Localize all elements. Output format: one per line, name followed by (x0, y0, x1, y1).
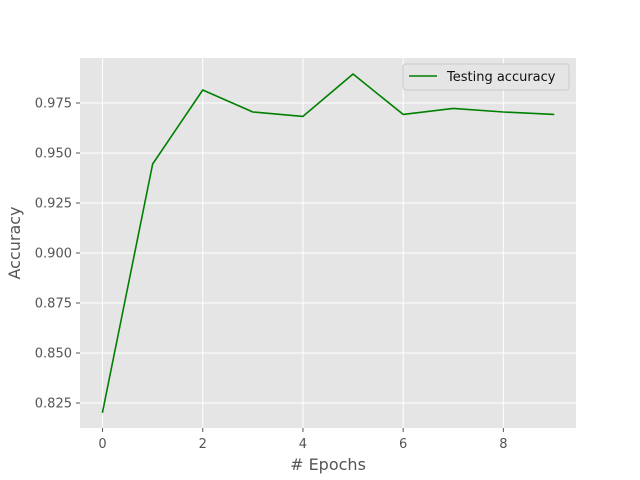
grid-lines (80, 58, 576, 428)
y-tick-label: 0.950 (35, 147, 72, 162)
x-tick-labels: 0 2 4 6 8 (98, 428, 507, 452)
series-layer (101, 73, 555, 413)
x-tick-label: 8 (499, 437, 507, 452)
legend-label: Testing accuracy (446, 70, 556, 85)
y-tick-label: 0.875 (35, 297, 72, 312)
x-tick-label: 2 (199, 437, 207, 452)
plot-area (80, 58, 576, 428)
y-tick-labels: 0.825 0.850 0.875 0.900 0.925 0.950 0.975 (35, 97, 80, 412)
y-tick-label: 0.975 (35, 97, 72, 112)
y-tick-label: 0.850 (35, 347, 72, 362)
x-axis-label: # Epochs (290, 455, 366, 474)
y-axis-label: Accuracy (5, 206, 24, 279)
y-tick-label: 0.900 (35, 247, 72, 262)
x-tick-label: 0 (98, 437, 106, 452)
y-tick-label: 0.925 (35, 197, 72, 212)
series-line-testing-accuracy (101, 73, 555, 413)
x-tick-label: 6 (399, 437, 407, 452)
x-tick-label: 4 (299, 437, 307, 452)
legend: Testing accuracy (402, 63, 570, 91)
y-tick-label: 0.825 (35, 397, 72, 412)
legend-box (402, 63, 570, 91)
